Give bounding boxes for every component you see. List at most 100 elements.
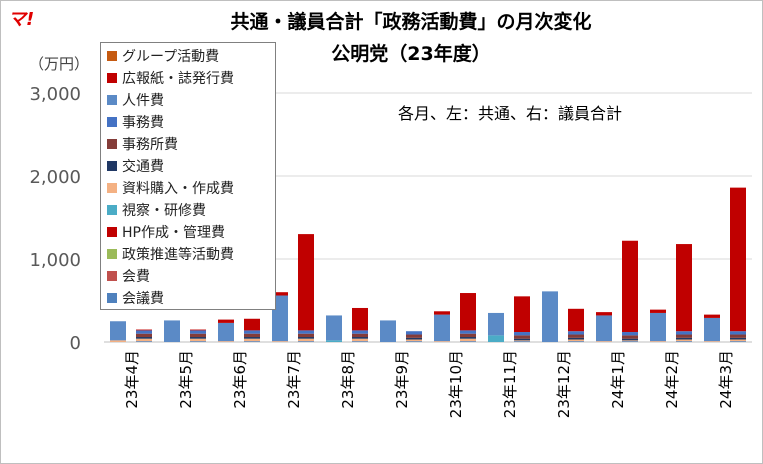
legend-label: 事務費 [122,115,164,131]
legend-label: 交通費 [122,159,164,175]
chart-title: 共通・議員合計「政務活動費」の月次変化 [230,11,592,33]
bar-segment [622,341,638,342]
bar-segment [244,333,260,338]
bar-segment [326,340,342,342]
bar-segment [730,331,746,335]
legend-label: 資料購入・作成費 [122,181,234,197]
logo: マ! [8,9,35,30]
legend-swatch [107,271,117,281]
legend-item: グループ活動費 [101,45,275,67]
y-tick-label: 0 [70,333,81,354]
bar-segment [298,338,314,342]
bar-segment [434,311,450,315]
legend-swatch [107,249,117,259]
legend-item: 事務費 [101,111,275,133]
legend-label: 事務所費 [122,137,178,153]
legend-label: 政策推進等活動費 [122,247,234,263]
bar-segment [596,341,612,342]
legend-swatch [107,95,117,105]
bar-segment [406,334,422,338]
legend-swatch [107,73,117,83]
bar-segment [298,234,314,331]
x-tick-label: 24年2月 [663,350,681,409]
chart-subtitle: 公明党（23年度） [331,43,491,65]
bar-segment [730,187,746,332]
bar-segment [190,333,206,338]
x-tick-label: 23年7月 [285,350,303,409]
x-tick-label: 24年1月 [609,350,627,409]
bar-segment [568,337,584,340]
legend-swatch [107,227,117,237]
bar-segment [704,317,720,342]
bar-segment [488,335,504,342]
bar-segment [650,309,666,313]
bar-segment [514,332,530,336]
bar-segment [244,318,260,331]
bar-segment [218,322,234,342]
x-tick-label: 23年6月 [231,350,249,409]
bar-segment [352,330,368,334]
bar-segment [190,337,206,339]
legend-item: 会議費 [101,287,275,309]
x-tick-label: 23年10月 [447,350,465,418]
bar-segment [568,308,584,332]
bar-segment [352,333,368,338]
bar-segment [568,341,584,342]
bar-segment [244,338,260,342]
bar-segment [136,337,152,339]
bar-segment [406,331,422,335]
bar-segment [460,338,476,342]
bar-segment [272,292,288,296]
bar-segment [164,320,180,342]
bar-segment [136,341,152,342]
bar-segment [596,312,612,316]
bar-segment [514,340,530,342]
legend-item: 人件費 [101,89,275,111]
bar-segment [622,335,638,339]
x-tick-label: 23年12月 [555,350,573,418]
x-tick-label: 23年4月 [123,350,141,409]
bar-segment [568,331,584,335]
bar-segment [596,315,612,342]
legend-swatch [107,161,117,171]
legend-item: HP作成・管理費 [101,221,275,243]
x-tick-label: 23年8月 [339,350,357,409]
bar-segment [352,307,368,331]
bar-segment [460,330,476,334]
legend-swatch [107,183,117,193]
legend-swatch [107,51,117,61]
bar-segment [730,334,746,338]
bar-segment [730,337,746,340]
bar-segment [676,339,692,342]
legend-swatch [107,205,117,215]
bar-segment [380,320,396,342]
bar-segment [136,338,152,342]
y-axis-unit: （万円） [29,55,90,73]
legend-swatch [107,139,117,149]
bar-segment [190,330,206,334]
bar-segment [244,341,260,342]
bar-segment [676,244,692,332]
x-tick-label: 23年5月 [177,350,195,409]
bar-segment [622,332,638,336]
bar-segment [110,340,126,342]
bar-segment [110,321,126,341]
bar-segment [406,337,422,340]
legend: グループ活動費 広報紙・誌発行費 人件費 事務費 事務所費 交通費 資料購入・作成費 視察・研… [100,42,276,310]
bar-segment [218,341,234,342]
y-tick-label: 1,000 [29,250,81,271]
bar-segment [650,341,666,342]
bar-segment [568,339,584,342]
bar-segment [434,341,450,342]
y-tick-label: 3,000 [29,84,81,105]
bar-segment [190,338,206,342]
x-tick-label: 23年11月 [501,350,519,418]
bar-segment [298,337,314,339]
x-tick-label: 23年9月 [393,350,411,409]
bar-segment [406,341,422,342]
bar-segment [272,295,288,342]
legend-label: 会議費 [122,291,164,307]
bar-segment [298,333,314,338]
